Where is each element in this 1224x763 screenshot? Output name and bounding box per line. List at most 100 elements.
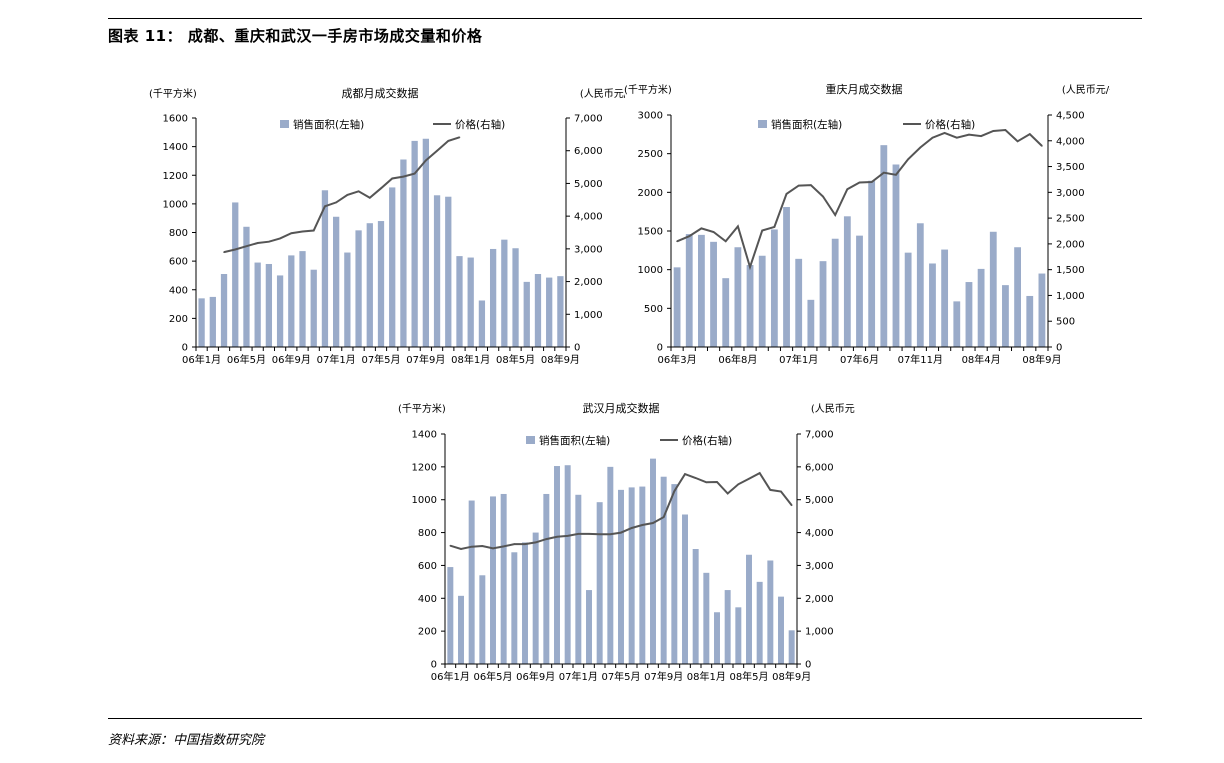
bar — [522, 542, 528, 664]
price-point — [425, 159, 427, 162]
price-point — [566, 535, 569, 537]
right-tick-label: 0 — [1056, 343, 1062, 354]
price-point — [684, 473, 686, 475]
right-tick-label: 0 — [805, 660, 811, 671]
x-tick-label: 07年1月 — [779, 353, 818, 366]
bar — [299, 251, 306, 347]
bar — [807, 299, 815, 347]
price-point — [726, 492, 729, 495]
left-tick-label: 1000 — [638, 265, 663, 276]
x-tick-label: 06年5月 — [227, 353, 266, 366]
price-point — [758, 472, 761, 474]
x-tick-label: 07年5月 — [601, 670, 640, 683]
right-tick-label: 500 — [1056, 317, 1075, 328]
bar — [433, 195, 441, 347]
bar — [554, 466, 560, 664]
right-tick-label: 7,000 — [805, 430, 834, 441]
left-axis-unit: (千平方米) — [149, 87, 197, 100]
bar — [458, 595, 464, 664]
price-point — [256, 242, 259, 244]
bar — [660, 476, 667, 664]
left-tick-label: 1200 — [163, 171, 188, 182]
left-tick-label: 600 — [418, 561, 437, 572]
bar — [265, 263, 273, 347]
price-point — [980, 135, 982, 137]
price-point — [834, 214, 836, 216]
left-tick-label: 1000 — [412, 495, 437, 506]
left-tick-label: 0 — [182, 343, 188, 354]
bar — [501, 239, 508, 347]
left-tick-label: 400 — [418, 594, 437, 605]
price-point — [992, 130, 995, 132]
right-tick-label: 1,500 — [1056, 265, 1085, 276]
price-point — [846, 188, 849, 191]
bar — [209, 296, 216, 347]
bottom-rule — [108, 718, 1142, 719]
x-tick-label: 08年4月 — [962, 353, 1001, 366]
price-point — [858, 181, 861, 184]
bar — [232, 202, 239, 347]
wuhan-chart: 武汉月成交数据 (千平方米) (人民币元/平方米) 0 200 400 600 800 1000… — [398, 401, 855, 683]
bar — [724, 590, 731, 664]
price-point — [346, 194, 349, 196]
top-rule — [108, 18, 1142, 19]
x-tick-label: 08年5月 — [496, 353, 535, 366]
bar — [532, 532, 539, 664]
price-point — [822, 195, 824, 198]
price-point — [513, 543, 516, 545]
bar — [819, 261, 827, 347]
bar — [333, 216, 340, 347]
bar — [220, 274, 228, 347]
left-tick-label: 800 — [418, 528, 437, 539]
price-point — [391, 177, 394, 180]
bar — [831, 238, 839, 347]
bar — [977, 268, 985, 347]
left-tick-label: 800 — [169, 228, 188, 239]
bar — [714, 612, 720, 664]
legend-line-label: 价格(右轴) — [455, 118, 505, 131]
right-axis-unit: (人民币元/平方米) — [1062, 83, 1110, 96]
left-tick-label: 1400 — [412, 430, 437, 441]
bar — [534, 274, 542, 347]
x-tick-label: 07年1月 — [317, 353, 356, 366]
price-point — [609, 533, 612, 536]
left-tick-label: 2500 — [638, 149, 663, 160]
bar — [479, 575, 486, 664]
price-point — [470, 545, 473, 548]
chart-title: 武汉月成交数据 — [583, 401, 660, 415]
x-tick-label: 08年9月 — [541, 353, 580, 366]
bar — [941, 249, 949, 347]
legend-bar-swatch — [280, 120, 289, 128]
bar — [310, 269, 317, 347]
bar — [596, 502, 603, 664]
price-point — [712, 231, 715, 233]
bar — [639, 486, 646, 664]
bar — [254, 262, 261, 347]
right-tick-label: 7,000 — [574, 114, 603, 125]
left-tick-label: 1600 — [163, 114, 188, 125]
left-tick-label: 2000 — [638, 188, 663, 199]
price-point — [577, 533, 580, 535]
bar — [756, 581, 763, 664]
x-tick-label: 07年11月 — [898, 353, 943, 366]
bar — [710, 241, 717, 347]
price-point — [481, 545, 484, 547]
x-tick-label: 07年9月 — [644, 670, 683, 683]
bar — [557, 276, 564, 347]
price-point — [810, 184, 812, 186]
bar — [422, 138, 429, 347]
price-point — [324, 205, 326, 208]
legend-line-label: 价格(右轴) — [682, 434, 732, 447]
left-tick-label: 1000 — [163, 199, 188, 210]
bar — [929, 263, 936, 347]
legend-bar-label: 销售面积(左轴) — [293, 118, 364, 131]
price-point — [447, 140, 450, 142]
price-line — [223, 136, 460, 254]
right-tick-label: 1,000 — [574, 310, 603, 321]
x-tick-label: 08年9月 — [1022, 353, 1061, 366]
bar — [321, 190, 329, 347]
bar — [916, 223, 924, 347]
bar — [788, 630, 795, 664]
price-point — [769, 489, 772, 491]
bar — [511, 552, 518, 664]
